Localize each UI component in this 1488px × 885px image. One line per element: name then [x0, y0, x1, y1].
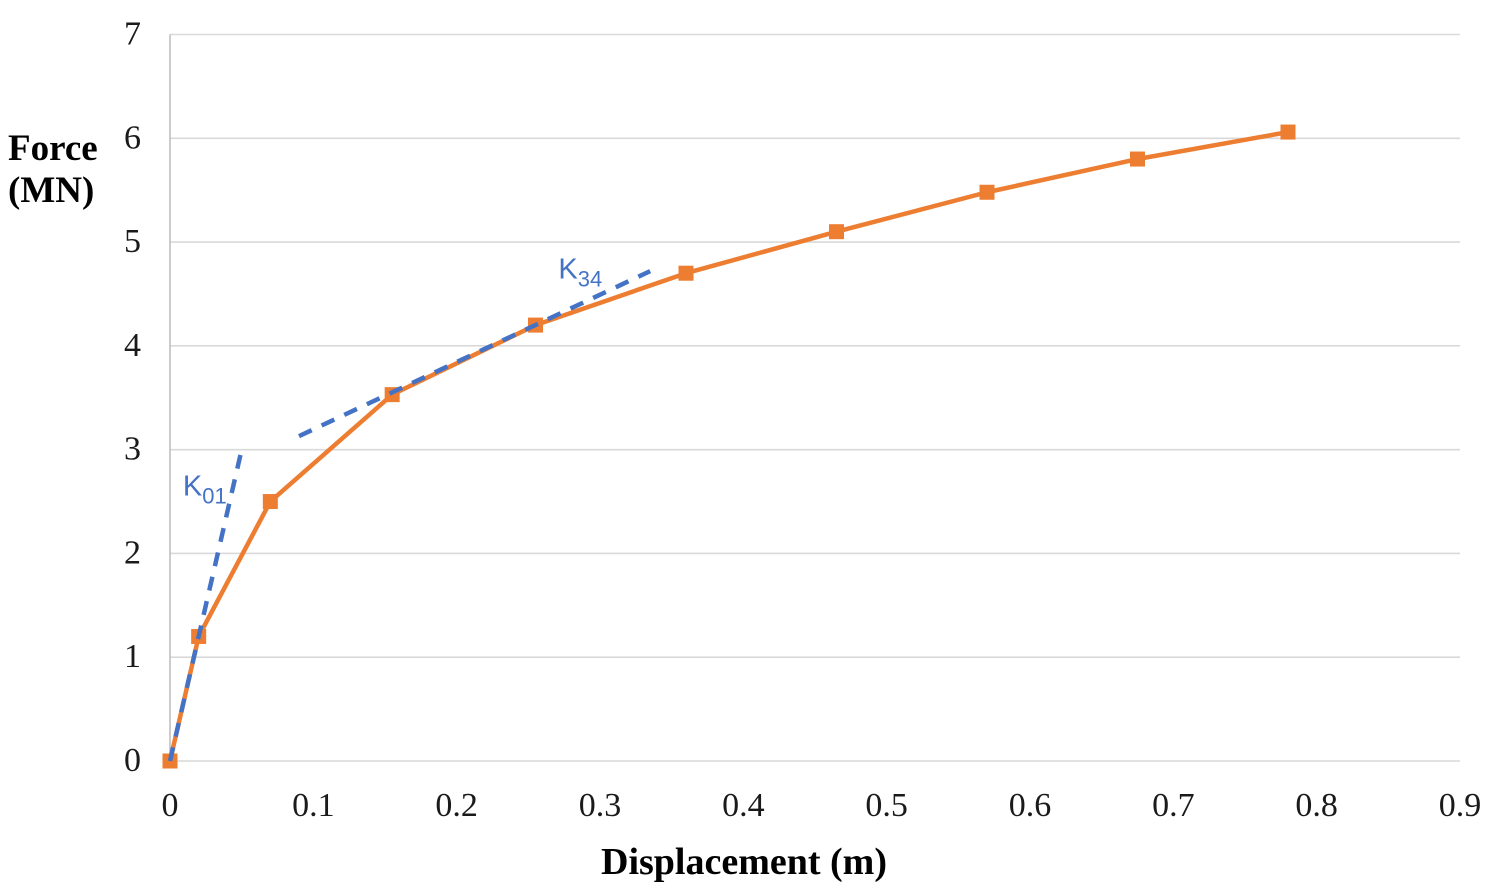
- y-tick-label-5: 5: [124, 223, 141, 260]
- x-tick-label-0.7: 0.7: [1152, 787, 1195, 824]
- x-tick-label-0.5: 0.5: [865, 787, 908, 824]
- k34-label: K34: [558, 253, 602, 291]
- y-tick-label-4: 4: [124, 327, 141, 364]
- x-tick-label-0.1: 0.1: [292, 787, 335, 824]
- force-displacement-curve-marker-5: [678, 265, 694, 281]
- y-tick-label-3: 3: [124, 431, 141, 468]
- y-axis-title-line1: Force: [8, 128, 98, 169]
- x-tick-label-0: 0: [162, 787, 179, 824]
- x-tick-label-0.3: 0.3: [579, 787, 622, 824]
- x-tick-label-0.8: 0.8: [1295, 787, 1338, 824]
- k01-label: K01: [183, 470, 227, 508]
- y-axis-title: Force (MN): [8, 128, 98, 212]
- x-tick-label-0.9: 0.9: [1439, 787, 1482, 824]
- k01-tangent-line: [167, 449, 244, 762]
- force-displacement-curve-marker-9: [1280, 124, 1296, 140]
- x-axis-title: Displacement (m): [601, 841, 887, 883]
- y-tick-label-0: 0: [124, 742, 141, 779]
- force-displacement-curve: [167, 129, 1289, 762]
- k01-label-main: K: [183, 470, 203, 502]
- force-displacement-curve-marker-6: [829, 224, 844, 240]
- k01-label-subscript: 01: [202, 483, 226, 508]
- x-tick-label-0.4: 0.4: [722, 787, 765, 824]
- y-tick-label-7: 7: [124, 16, 141, 53]
- force-displacement-curve-marker-7: [979, 184, 995, 200]
- k34-label-subscript: 34: [578, 266, 602, 291]
- k34-label-main: K: [558, 253, 578, 285]
- y-axis-title-line2: (MN): [8, 170, 95, 211]
- y-tick-label-1: 1: [124, 638, 141, 675]
- x-tick-label-0.6: 0.6: [1009, 787, 1052, 824]
- y-tick-label-2: 2: [124, 534, 141, 571]
- x-tick-label-0.2: 0.2: [435, 787, 478, 824]
- y-tick-label-6: 6: [124, 119, 141, 156]
- force-displacement-curve-marker-8: [1130, 151, 1145, 167]
- force-displacement-curve-marker-2: [262, 494, 278, 510]
